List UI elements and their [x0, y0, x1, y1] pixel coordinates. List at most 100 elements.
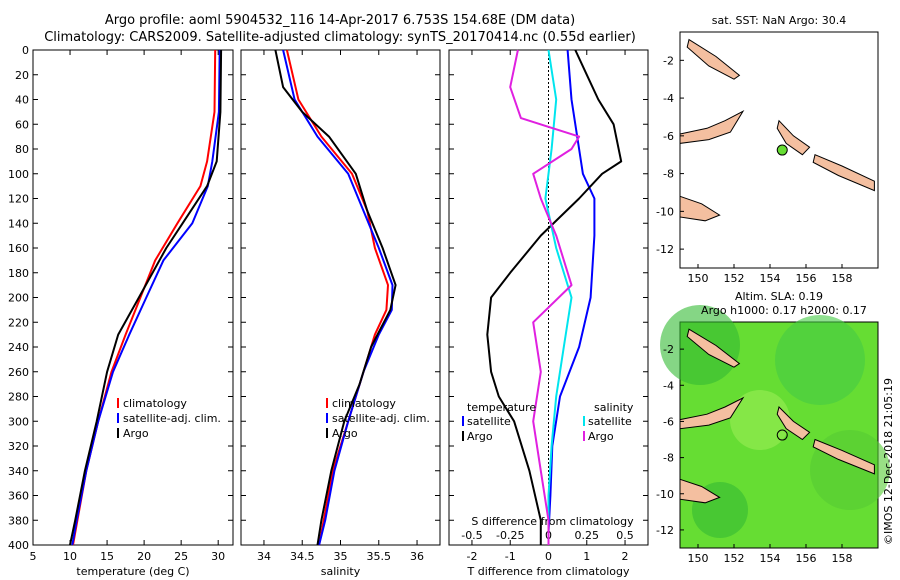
secondary-tick-label: 0.25 — [575, 529, 600, 542]
depth-tick-label: 180 — [8, 267, 29, 280]
y-tick-label: -12 — [656, 243, 674, 256]
y-tick-label: -6 — [663, 130, 674, 143]
y-tick-label: -8 — [663, 452, 674, 465]
x-tick-label: 15 — [100, 550, 114, 563]
depth-tick-label: 120 — [8, 193, 29, 206]
y-tick-label: -10 — [656, 205, 674, 218]
argo-position-marker — [776, 144, 788, 156]
map-title: sat. SST: NaN Argo: 30.4 — [712, 14, 846, 27]
x-tick-label: 10 — [63, 550, 77, 563]
depth-tick-label: 140 — [8, 217, 29, 230]
series-line — [282, 49, 394, 546]
legend-label: satellite — [588, 415, 632, 428]
panel-sla_map: 150 152 154 156 158 -2 -4 -6 -8 -10 -12 Altim. SLA:… — [656, 290, 895, 565]
depth-tick-label: 200 — [8, 292, 29, 305]
plot-frame — [240, 49, 441, 546]
sla-anomaly-patch — [775, 315, 865, 405]
series-line — [72, 49, 217, 546]
series-line — [71, 49, 221, 546]
x-tick-label: 36 — [410, 550, 424, 563]
x-tick-label: -2 — [466, 550, 477, 563]
x-tick-label: 5 — [30, 550, 37, 563]
panel-temperature: 0 20 40 60 80 100 120 140 160 180 200 220 240 260 280 3… — [8, 44, 234, 578]
depth-tick-label: 160 — [8, 242, 29, 255]
depth-tick-label: 40 — [15, 94, 29, 107]
y-tick-label: -4 — [663, 379, 674, 392]
x-tick-label: 0 — [545, 550, 552, 563]
y-tick-label: -10 — [656, 488, 674, 501]
x-tick-label: 150 — [688, 552, 709, 565]
figure-title-line2: Climatology: CARS2009. Satellite-adjuste… — [44, 30, 636, 45]
legend-title: salinity — [594, 401, 634, 414]
panel-sst_map: 150 152 154 156 158 -2 -4 -6 -8 -10 -12 sat. SST: N… — [656, 14, 879, 285]
x-axis-label: T difference from climatology — [467, 565, 630, 578]
y-tick-label: -2 — [663, 54, 674, 67]
depth-tick-label: 20 — [15, 69, 29, 82]
x-tick-label: 34.5 — [290, 550, 315, 563]
plot-frame — [32, 49, 234, 546]
x-tick-label: 154 — [760, 272, 781, 285]
legend-label: Argo — [123, 427, 149, 440]
y-tick-label: -8 — [663, 168, 674, 181]
series-line — [69, 49, 223, 546]
depth-tick-label: 100 — [8, 168, 29, 181]
x-axis-label: salinity — [321, 565, 361, 578]
argo-position-marker — [776, 429, 788, 441]
legend-label: Argo — [588, 430, 614, 443]
series-line — [285, 49, 389, 546]
legend-label: climatology — [332, 397, 396, 410]
coastline — [812, 438, 875, 475]
depth-tick-label: 240 — [8, 341, 29, 354]
series-line — [486, 49, 623, 545]
depth-tick-label: 280 — [8, 391, 29, 404]
panel-differences: -2 -1 0 1 2 T difference from climatology S di… — [448, 49, 649, 578]
legend-title: temperature — [467, 401, 536, 414]
x-tick-label: 150 — [688, 272, 709, 285]
x-tick-label: 152 — [724, 552, 745, 565]
series-line — [547, 49, 596, 545]
map-title: Altim. SLA: 0.19 — [735, 290, 823, 303]
coastline — [679, 478, 721, 504]
x-tick-label: 1 — [583, 550, 590, 563]
imos-credit: ©IMOS 12-Dec-2018 21:05:19 — [882, 378, 895, 545]
legend-label: Argo — [332, 427, 358, 440]
x-tick-label: 152 — [724, 272, 745, 285]
legend-label: Argo — [467, 430, 493, 443]
coastline — [776, 119, 811, 156]
coastline — [679, 396, 745, 430]
coastline — [679, 195, 721, 222]
coastline — [679, 110, 745, 144]
x-tick-label: 158 — [832, 552, 853, 565]
coastline — [776, 406, 811, 441]
legend-label: climatology — [123, 397, 187, 410]
depth-tick-label: 340 — [8, 465, 29, 478]
x-tick-label: 34 — [257, 550, 271, 563]
secondary-tick-label: 0.5 — [616, 529, 634, 542]
x-tick-label: 154 — [760, 552, 781, 565]
coastline — [686, 38, 741, 80]
legend-label: satellite — [467, 415, 511, 428]
depth-tick-label: 0 — [22, 44, 29, 57]
y-tick-label: -6 — [663, 415, 674, 428]
coastline — [686, 328, 741, 368]
x-tick-label: 25 — [174, 550, 188, 563]
coastline — [812, 154, 875, 192]
x-tick-label: 2 — [622, 550, 629, 563]
panel-salinity: 34 34.5 35 35.5 36 salinity climatology satelli… — [240, 49, 441, 578]
legend-label: satellite-adj. clim. — [123, 412, 221, 425]
series-line — [509, 49, 581, 545]
secondary-tick-label: -0.5 — [461, 529, 482, 542]
depth-tick-label: 80 — [15, 143, 29, 156]
depth-tick-label: 60 — [15, 118, 29, 131]
x-axis-label: temperature (deg C) — [76, 565, 189, 578]
sla-anomaly-patch — [730, 390, 790, 450]
depth-tick-label: 320 — [8, 440, 29, 453]
x-tick-label: 30 — [211, 550, 225, 563]
depth-tick-label: 220 — [8, 316, 29, 329]
map-subtitle: Argo h1000: 0.17 h2000: 0.17 — [701, 304, 867, 317]
x-tick-label: 156 — [796, 552, 817, 565]
depth-tick-label: 260 — [8, 366, 29, 379]
x-tick-label: 158 — [832, 272, 853, 285]
x-tick-label: 156 — [796, 272, 817, 285]
